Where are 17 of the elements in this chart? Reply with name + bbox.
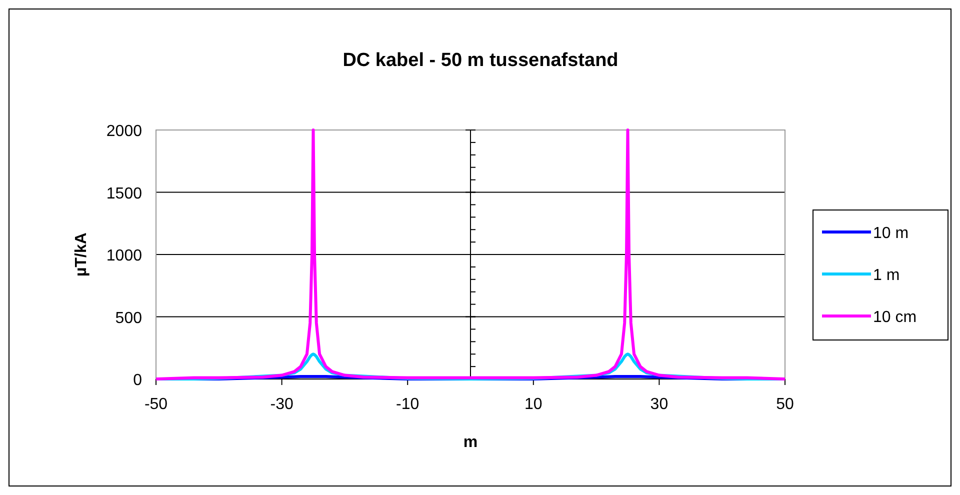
x-axis-title: m [463, 434, 478, 451]
x-tick-label: -10 [396, 396, 420, 413]
x-tick-label: 50 [776, 396, 794, 413]
legend-label: 10 m [873, 225, 909, 242]
y-tick-label: 1000 [106, 248, 142, 264]
y-tick-label: 500 [115, 310, 142, 327]
chart-title: DC kabel - 50 m tussenafstand [342, 50, 618, 71]
x-tick-label: 10 [524, 396, 542, 413]
y-tick-label: 0 [133, 372, 142, 389]
x-tick-label: -30 [270, 396, 294, 413]
legend-label: 1 m [873, 267, 900, 284]
y-tick-label: 1500 [106, 185, 142, 202]
legend-label: 10 cm [873, 309, 917, 326]
x-tick-label: 30 [650, 396, 668, 413]
y-axis-title: µT/kA [73, 232, 90, 276]
y-tick-label: 2000 [106, 123, 142, 140]
x-tick-label: -50 [144, 396, 168, 413]
